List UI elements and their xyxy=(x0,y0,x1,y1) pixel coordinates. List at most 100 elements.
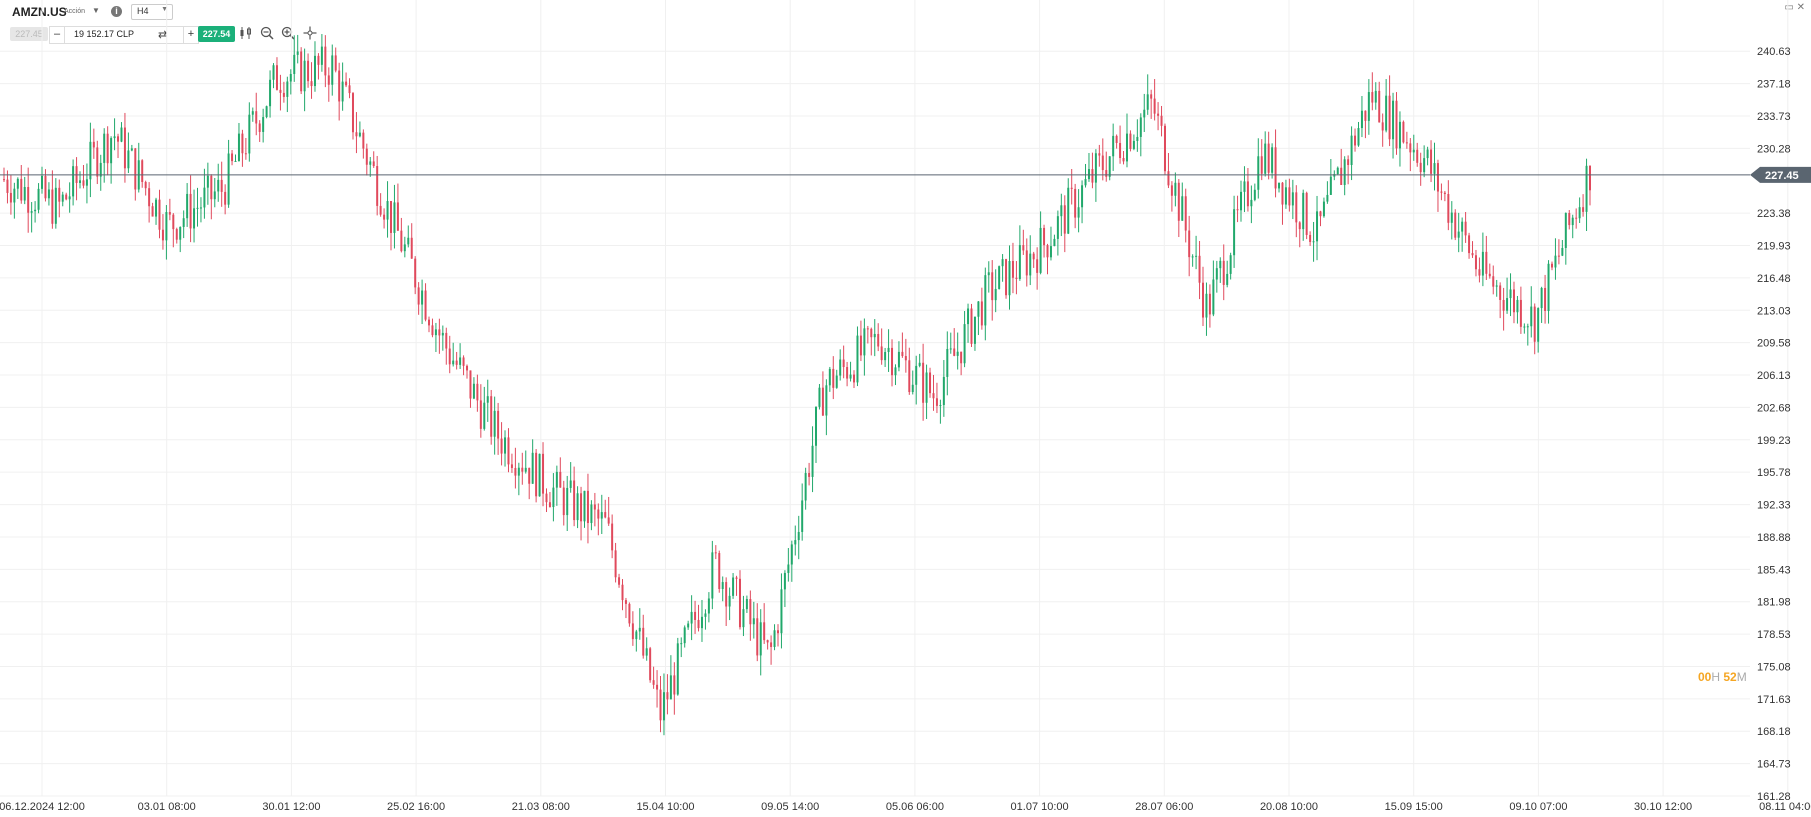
candle-body xyxy=(915,365,918,385)
candles-icon[interactable] xyxy=(238,26,254,42)
candle xyxy=(1357,121,1360,147)
candle xyxy=(1371,72,1374,111)
candle xyxy=(386,181,389,238)
candle xyxy=(1032,251,1035,268)
candle xyxy=(275,57,278,91)
quantity-stepper[interactable]: – 19 152.17 CLP ⇄ + xyxy=(49,26,199,44)
candle-body xyxy=(552,487,555,508)
candle xyxy=(1170,181,1173,212)
candle xyxy=(383,208,386,229)
candle-body xyxy=(825,385,828,416)
candle xyxy=(880,328,883,365)
candle xyxy=(1022,229,1025,255)
candle xyxy=(103,128,106,183)
candle xyxy=(662,673,665,736)
candle xyxy=(870,327,873,356)
candle-body xyxy=(953,348,956,356)
candle-body xyxy=(1046,245,1049,258)
buy-price-button[interactable]: 227.54 xyxy=(198,26,235,42)
candle-body xyxy=(438,329,441,336)
info-icon[interactable]: i xyxy=(111,6,122,17)
candle-body xyxy=(123,127,126,169)
candle-body xyxy=(631,623,634,640)
candle-body xyxy=(770,642,773,647)
candle-body xyxy=(949,348,952,350)
candle xyxy=(676,637,679,696)
candle xyxy=(935,382,938,414)
candle xyxy=(1512,281,1515,324)
candle-body xyxy=(1108,156,1111,177)
symbol-label[interactable]: AMZN.US xyxy=(12,5,67,19)
candle-body xyxy=(341,81,344,102)
symbol-dropdown-icon[interactable]: ▼ xyxy=(92,6,100,15)
candle xyxy=(604,499,607,519)
candle-body xyxy=(718,553,721,590)
candle xyxy=(718,550,721,593)
candle xyxy=(683,625,686,648)
time-axis: 06.12.2024 12:00 03.01 08:00 30.01 12:00 25… xyxy=(0,801,1811,813)
candle-body xyxy=(414,258,417,288)
candle xyxy=(16,177,19,199)
candle-body xyxy=(189,193,192,229)
candle-body xyxy=(662,692,665,721)
candle-body xyxy=(1240,191,1243,211)
candle xyxy=(1367,79,1370,135)
zoom-out-icon[interactable] xyxy=(259,26,275,42)
candle xyxy=(1219,257,1222,283)
increase-quantity-button[interactable]: + xyxy=(183,27,198,43)
candle xyxy=(224,184,227,215)
candle xyxy=(766,639,769,650)
timeframe-select[interactable]: H4 ▼ xyxy=(131,4,173,20)
swap-units-icon[interactable]: ⇄ xyxy=(158,29,168,41)
candle xyxy=(483,386,486,431)
candle-body xyxy=(462,357,465,366)
window-controls-icon[interactable]: ▭ ✕ xyxy=(1784,2,1805,13)
candle-body xyxy=(884,352,887,361)
crosshair-icon[interactable] xyxy=(302,26,318,42)
candle xyxy=(1291,179,1294,220)
decrease-quantity-button[interactable]: – xyxy=(50,27,65,43)
candle-body xyxy=(1350,135,1353,165)
candle xyxy=(756,603,759,662)
candle-body xyxy=(728,595,731,607)
candle xyxy=(811,426,814,493)
candle xyxy=(137,142,140,193)
candle xyxy=(307,53,310,88)
candle xyxy=(206,162,209,205)
candle xyxy=(1436,159,1439,212)
candle xyxy=(1443,190,1446,202)
candle xyxy=(1395,92,1398,155)
candle xyxy=(911,370,914,395)
sell-price-button[interactable]: 227.45 xyxy=(10,27,48,41)
candle xyxy=(110,136,113,184)
candle xyxy=(1519,286,1522,334)
candle xyxy=(1578,197,1581,224)
candle xyxy=(358,121,361,138)
candle-body xyxy=(351,93,354,133)
y-tick-label: 230.28 xyxy=(1757,143,1791,155)
candle xyxy=(580,486,583,541)
candle-body xyxy=(1215,268,1218,280)
candle xyxy=(590,500,593,531)
candle-body xyxy=(421,290,424,305)
candle xyxy=(265,105,268,119)
candle-body xyxy=(459,357,462,365)
candle-body xyxy=(410,237,413,259)
candle xyxy=(891,339,894,387)
candle-body xyxy=(1409,143,1412,153)
candle xyxy=(1222,244,1225,301)
candle-body xyxy=(1202,282,1205,318)
candle-body xyxy=(117,136,120,142)
candle xyxy=(524,450,527,474)
candle-body xyxy=(1305,192,1308,235)
candle-body xyxy=(1153,98,1156,114)
candle-body xyxy=(973,316,976,344)
candle-body xyxy=(1512,289,1515,313)
quantity-input[interactable]: 19 152.17 CLP xyxy=(74,29,135,39)
candle xyxy=(1350,126,1353,181)
candle xyxy=(1564,212,1567,265)
candle xyxy=(23,176,26,205)
candle xyxy=(510,453,513,473)
candle-body xyxy=(1039,227,1042,273)
